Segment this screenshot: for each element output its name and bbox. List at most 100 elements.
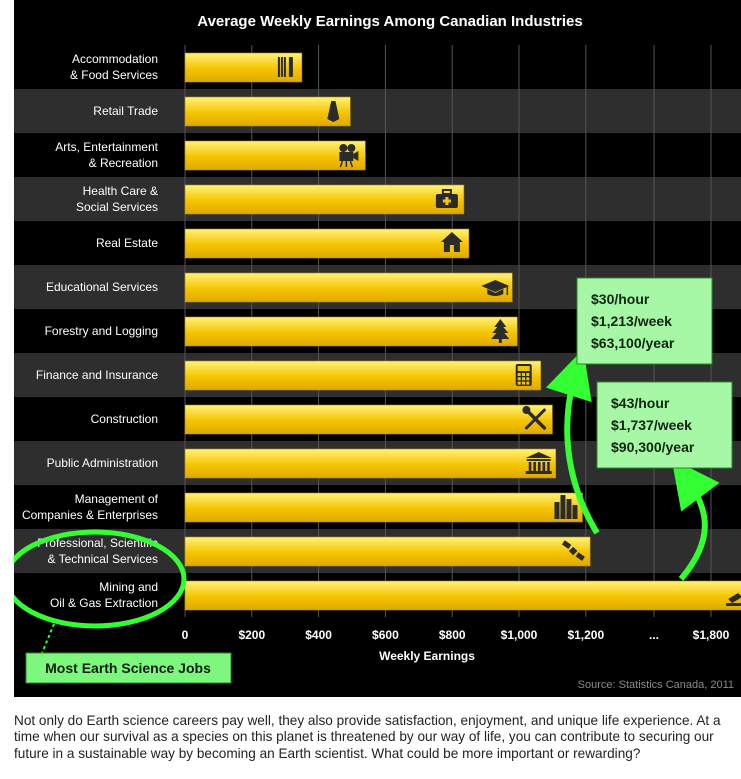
highlight-connector [41, 623, 55, 654]
category-label-line: Forestry and Logging [45, 324, 158, 338]
category-label: Forestry and Logging [45, 324, 158, 338]
category-label: Construction [91, 412, 158, 426]
category-label: Educational Services [46, 280, 158, 294]
category-label-line: Oil & Gas Extraction [50, 596, 158, 610]
callout-arrow [545, 349, 600, 535]
column [528, 462, 532, 471]
highlight-label: Most Earth Science Jobs [45, 660, 211, 676]
category-label-line: Companies & Enterprises [22, 508, 158, 522]
wrench-screwdriver-icon [522, 406, 547, 430]
roof [525, 452, 552, 458]
fork-tine [280, 57, 283, 77]
wrench-head [522, 406, 531, 414]
bar [184, 360, 542, 391]
calc-key [517, 381, 521, 385]
category-label: Health Care & Social Services [76, 184, 158, 214]
category-label-line: Management of [75, 492, 159, 506]
tie-body [327, 105, 340, 122]
column [542, 462, 546, 471]
column [537, 462, 541, 471]
pump-base [726, 603, 741, 606]
pumpjack-beam [728, 593, 741, 603]
category-label-line: Mining and [99, 580, 158, 594]
category-label-line: & Food Services [70, 68, 158, 82]
tripod [339, 160, 354, 168]
bar [184, 96, 351, 127]
row-band [14, 133, 741, 177]
tick-label: $800 [439, 628, 466, 642]
category-label: Finance and Insurance [36, 368, 158, 382]
callout-text: $43/hour [611, 395, 670, 411]
tick-label: 0 [182, 628, 189, 642]
tick-label: $1,200 [567, 628, 604, 642]
calc-key [526, 377, 530, 381]
column [547, 462, 550, 471]
callout-box [596, 381, 733, 469]
category-label-line: & Recreation [89, 156, 158, 170]
highlight-ellipse [14, 529, 187, 629]
callout-text: $90,300/year [611, 439, 695, 455]
pine-tree-icon [491, 319, 510, 343]
callout-arrow [671, 458, 720, 581]
category-label-line: Educational Services [46, 280, 158, 294]
building [572, 505, 578, 519]
category-label-line: Accommodation [72, 52, 158, 66]
city-skyline-icon [554, 495, 578, 519]
oil-pump-icon [726, 593, 741, 606]
category-label-line: Construction [91, 412, 158, 426]
calc-key [522, 373, 526, 376]
category-label-line: & Technical Services [48, 552, 159, 566]
calc-screen [517, 366, 530, 371]
category-label: Accommodation & Food Services [70, 52, 158, 82]
base [525, 471, 552, 474]
building [554, 502, 560, 519]
callout-text: $1,737/week [611, 417, 692, 433]
highlight-label-box [25, 652, 232, 684]
callout-text: $30/hour [591, 291, 650, 307]
category-label: Management of Companies & Enterprises [22, 492, 159, 522]
category-label: Real Estate [96, 236, 158, 250]
category-label-line: Retail Trade [93, 104, 158, 118]
category-label-line: Health Care & [83, 184, 158, 198]
house-shape [440, 232, 463, 252]
bar [184, 272, 513, 303]
chart-title: Average Weekly Earnings Among Canadian I… [197, 13, 582, 30]
movie-camera-icon [339, 144, 359, 168]
category-label-line: Professional, Scientific [37, 536, 158, 550]
fork-tine [277, 57, 280, 77]
callout-box [576, 277, 713, 365]
category-label-line: Finance and Insurance [36, 368, 158, 382]
calc-key [517, 377, 521, 381]
house-icon [440, 232, 463, 252]
fork-tine [283, 57, 286, 77]
category-label-line: Arts, Entertainment [55, 140, 158, 154]
bar [184, 536, 591, 567]
calc-key [526, 381, 530, 385]
reel [339, 144, 348, 152]
callout-text: $1,213/week [591, 313, 672, 329]
tick-label: $200 [238, 628, 265, 642]
calc-key [522, 377, 526, 381]
bar [184, 448, 557, 479]
camera-body [339, 152, 354, 161]
screwdriver [524, 408, 546, 430]
bar [184, 580, 741, 611]
category-label: Professional, Scientific & Technical Serv… [37, 536, 158, 566]
category-label: Mining and Oil & Gas Extraction [50, 580, 158, 610]
cross-h [442, 199, 451, 203]
house-door [449, 245, 454, 252]
category-label-line: Real Estate [96, 236, 158, 250]
tick-label: ... [649, 628, 659, 642]
tick-label: $400 [305, 628, 332, 642]
lens [353, 151, 359, 161]
entablature [526, 459, 551, 461]
calc-key [522, 381, 526, 385]
tree-trunk [498, 339, 502, 343]
calc-key [517, 373, 521, 376]
bar [184, 492, 583, 523]
tick-label: $1,000 [501, 628, 538, 642]
graduation-cap-icon [481, 280, 510, 296]
x-axis-label: Weekly Earnings [379, 649, 475, 663]
sat-panel [575, 552, 585, 561]
knife-blade [288, 57, 293, 77]
